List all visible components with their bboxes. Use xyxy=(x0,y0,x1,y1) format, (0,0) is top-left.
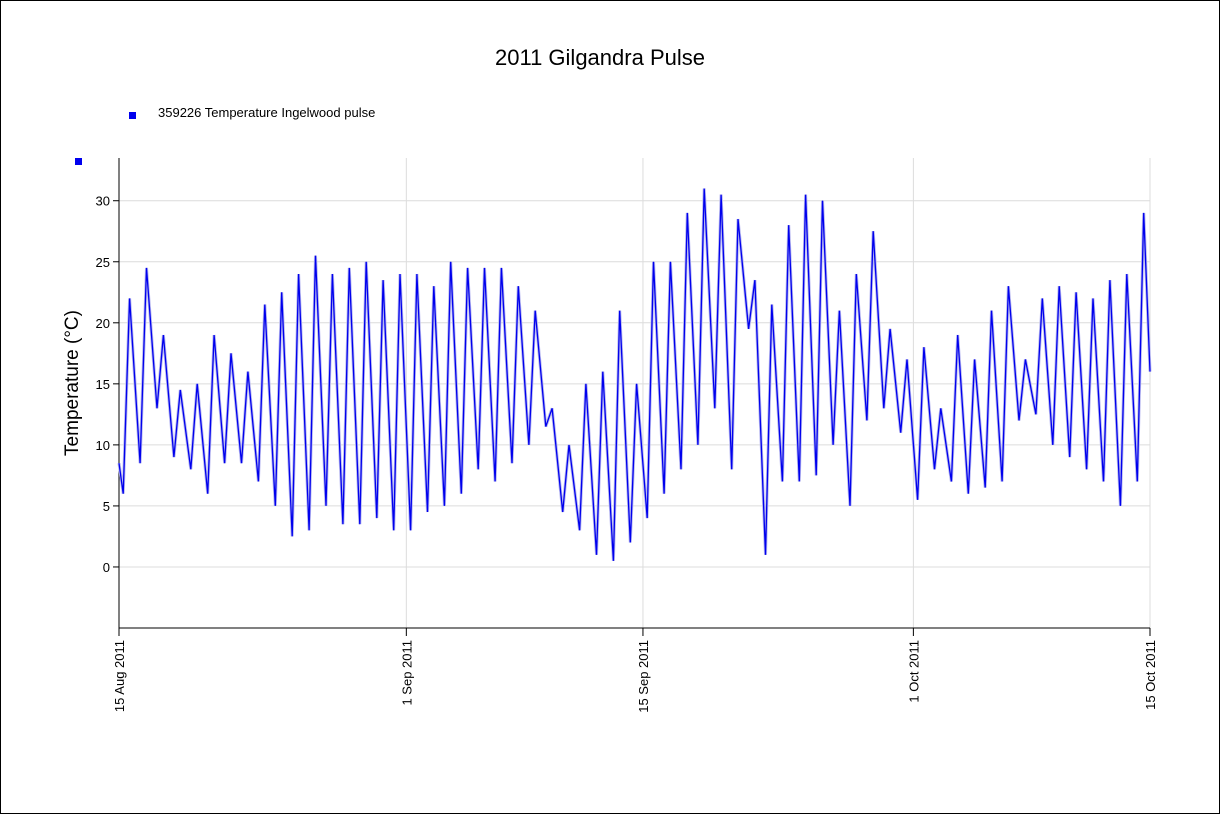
x-tick-label: 1 Sep 2011 xyxy=(399,640,414,706)
x-tick-label: 1 Oct 2011 xyxy=(906,640,921,703)
legend-swatch xyxy=(129,112,136,119)
y-tick-label: 15 xyxy=(96,377,110,392)
y-tick-label: 10 xyxy=(96,438,110,453)
y-tick-label: 25 xyxy=(96,255,110,270)
marker-icon xyxy=(75,158,82,165)
chart-title: 2011 Gilgandra Pulse xyxy=(495,45,705,70)
y-tick-label: 0 xyxy=(103,560,110,575)
x-tick-label: 15 Aug 2011 xyxy=(112,640,127,712)
y-tick-label: 20 xyxy=(96,316,110,331)
x-tick-label: 15 Sep 2011 xyxy=(636,640,651,713)
y-axis-label: Temperature (°C) xyxy=(62,310,83,456)
legend-label: 359226 Temperature Ingelwood pulse xyxy=(158,105,375,120)
series-line xyxy=(118,188,1151,561)
y-tick-label: 30 xyxy=(96,194,110,209)
y-tick-label: 5 xyxy=(103,499,110,514)
x-tick-label: 15 Oct 2011 xyxy=(1143,640,1158,710)
